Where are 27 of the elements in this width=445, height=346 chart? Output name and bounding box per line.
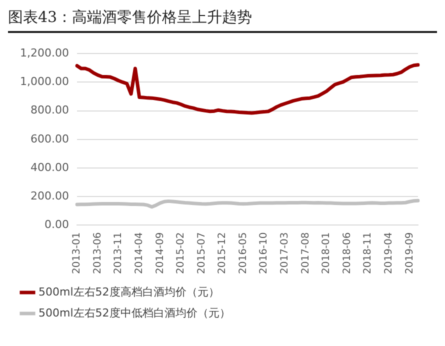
x-tick-label: 2013-11: [113, 232, 124, 274]
x-tick-label: 2017-08: [300, 232, 312, 274]
x-tick-label: 2019-04: [383, 232, 394, 274]
x-tick-label: 2017-03: [280, 232, 291, 274]
x-tick-label: 2013-01: [72, 232, 83, 274]
x-tick-label: 2018-01: [321, 232, 332, 274]
x-tick-label: 2016-05: [238, 232, 249, 274]
x-tick-label: 2015-02: [176, 232, 187, 274]
y-tick-label: 0.00: [44, 218, 69, 232]
x-tick-label: 2018-11: [362, 232, 374, 274]
y-tick-label: 600.00: [30, 132, 69, 146]
legend-label: 500ml左右52度高档白酒均价（元）: [38, 285, 220, 298]
y-tick-label: 800.00: [30, 104, 69, 117]
x-tick-label: 2013-06: [92, 232, 104, 274]
x-tick-label: 2015-12: [217, 232, 228, 274]
x-tick-label: 2014-09: [154, 232, 166, 274]
y-tick-label: 1,200.00: [20, 46, 69, 60]
x-tick-label: 2018-06: [342, 232, 353, 274]
chart-title: 图表43：高端酒零售价格呈上升趋势: [8, 8, 437, 33]
x-tick-label: 2019-09: [404, 232, 416, 274]
y-tick-label: 200.00: [30, 189, 69, 202]
x-tick-label: 2015-07: [196, 232, 208, 274]
x-tick-label: 2014-04: [134, 232, 145, 274]
legend-label: 500ml左右52度中低档白酒均价（元）: [38, 306, 230, 320]
y-tick-label: 400.00: [30, 160, 69, 174]
y-tick-label: 1,000.00: [20, 75, 69, 88]
x-tick-label: 2016-10: [258, 232, 270, 274]
